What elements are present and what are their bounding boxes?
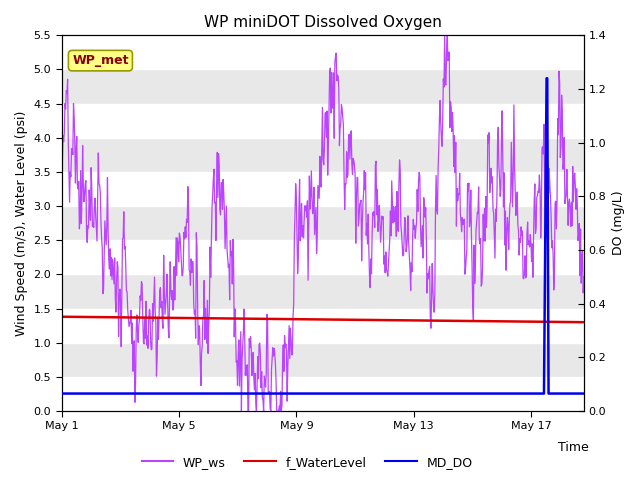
Bar — [61, 206, 584, 240]
Title: WP miniDOT Dissolved Oxygen: WP miniDOT Dissolved Oxygen — [204, 15, 442, 30]
Text: WP_met: WP_met — [72, 54, 129, 67]
Bar — [61, 275, 584, 309]
Y-axis label: DO (mg/L): DO (mg/L) — [612, 191, 625, 255]
Bar — [61, 343, 584, 377]
Bar — [61, 138, 584, 172]
Y-axis label: Wind Speed (m/s), Water Level (psi): Wind Speed (m/s), Water Level (psi) — [15, 110, 28, 336]
Text: Time: Time — [558, 441, 589, 454]
Legend: WP_ws, f_WaterLevel, MD_DO: WP_ws, f_WaterLevel, MD_DO — [136, 451, 478, 474]
Bar — [61, 70, 584, 104]
